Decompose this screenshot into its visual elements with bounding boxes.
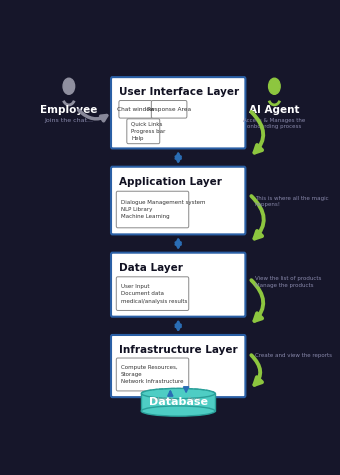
FancyArrowPatch shape [251, 112, 263, 152]
FancyBboxPatch shape [116, 277, 189, 311]
FancyArrowPatch shape [251, 196, 264, 238]
Circle shape [63, 78, 75, 95]
Text: Database: Database [149, 397, 208, 407]
Text: This is where all the magic
happens!: This is where all the magic happens! [255, 196, 328, 207]
FancyBboxPatch shape [111, 253, 245, 317]
FancyArrowPatch shape [79, 110, 107, 121]
FancyArrowPatch shape [251, 280, 263, 321]
Text: Chat window: Chat window [117, 107, 154, 112]
Text: Dialogue Management system
NLP Library
Machine Learning: Dialogue Management system NLP Library M… [121, 200, 205, 219]
FancyBboxPatch shape [141, 393, 215, 411]
Text: Joins the chat...: Joins the chat... [44, 118, 94, 123]
Text: AI Agent: AI Agent [249, 105, 300, 115]
Text: Compute Resources,
Storage
Network Infrastructure: Compute Resources, Storage Network Infra… [121, 365, 183, 384]
Text: User Input
Document data
medical/analysis results: User Input Document data medical/analysi… [121, 284, 187, 304]
Text: User Interface Layer: User Interface Layer [119, 87, 239, 97]
Text: Retrieve: Retrieve [151, 397, 174, 402]
Text: Infrastructure Layer: Infrastructure Layer [119, 345, 238, 355]
Circle shape [269, 78, 280, 95]
FancyBboxPatch shape [119, 101, 152, 118]
Text: Employee: Employee [40, 105, 98, 115]
FancyBboxPatch shape [116, 358, 189, 391]
Text: Data Layer: Data Layer [119, 263, 183, 273]
FancyBboxPatch shape [151, 101, 187, 118]
FancyBboxPatch shape [111, 77, 245, 148]
Text: Response Area: Response Area [147, 107, 191, 112]
Ellipse shape [141, 406, 215, 416]
Text: Application Layer: Application Layer [119, 177, 222, 187]
Text: View the list of products
Manage the products: View the list of products Manage the pro… [255, 276, 321, 288]
FancyBboxPatch shape [127, 119, 160, 143]
Ellipse shape [141, 389, 215, 399]
Text: Create and view the reports: Create and view the reports [255, 352, 332, 358]
FancyBboxPatch shape [111, 167, 245, 234]
Text: Quick Links
Progress bar
Help: Quick Links Progress bar Help [131, 121, 166, 141]
FancyBboxPatch shape [116, 191, 189, 228]
Text: Save: Save [187, 397, 201, 402]
FancyArrowPatch shape [251, 355, 262, 385]
Text: Access & Manages the
onboarding process: Access & Manages the onboarding process [243, 118, 306, 129]
FancyBboxPatch shape [111, 335, 245, 397]
